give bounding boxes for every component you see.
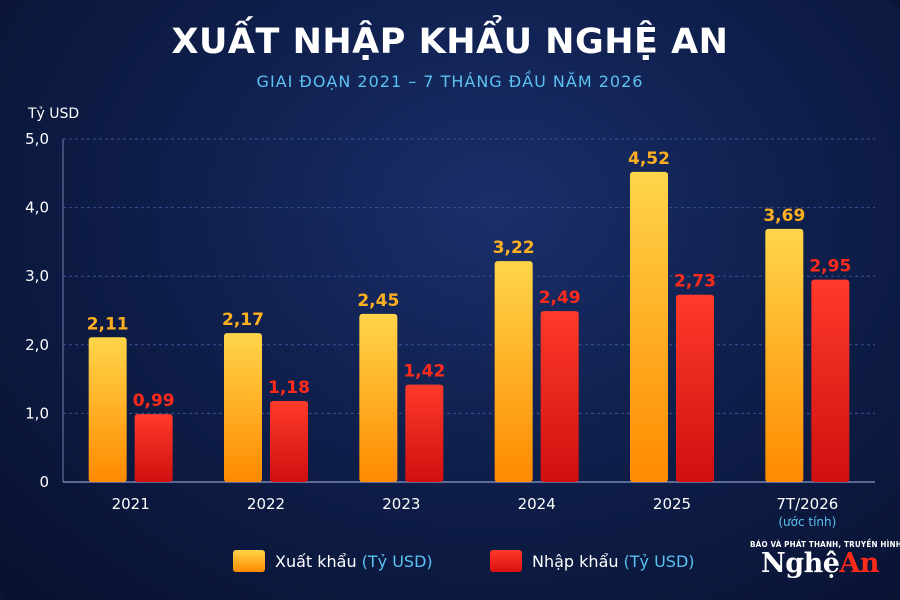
y-axis-label: Tỷ USD (27, 106, 79, 122)
legend-swatch-export (233, 550, 265, 572)
data-label-export: 3,69 (763, 206, 805, 226)
data-label-import: 0,99 (133, 391, 175, 411)
bar-export-2022 (224, 333, 262, 482)
data-label-import: 1,18 (268, 378, 310, 398)
data-label-import: 2,95 (809, 257, 851, 277)
legend-unit-export: (Tỷ USD) (361, 551, 433, 571)
x-tick-label: 7T/2026 (776, 495, 838, 513)
bar-export-2024 (494, 261, 533, 482)
x-tick-label: 2021 (112, 495, 150, 513)
legend-item-import: Nhập khẩu (Tỷ USD) (490, 548, 695, 574)
data-label-import: 1,42 (403, 362, 445, 382)
legend-unit-import: (Tỷ USD) (623, 551, 695, 571)
publisher-logo: BÁO VÀ PHÁT THANH, TRUYỀN HÌNH NghệAn (750, 540, 900, 579)
bar-export-2025 (630, 171, 668, 483)
bar-import-2023 (405, 384, 444, 482)
legend-label-export: Xuất khẩu (275, 551, 357, 571)
y-tick-label: 4,0 (25, 199, 49, 217)
x-tick-label: 2024 (518, 495, 556, 513)
x-tick-label: 2022 (247, 495, 285, 513)
bar-import-2024 (540, 311, 579, 482)
data-label-export: 2,11 (87, 314, 129, 334)
data-label-export: 2,17 (222, 310, 264, 330)
data-label-export: 2,45 (357, 291, 399, 311)
y-tick-label: 5,0 (25, 130, 49, 148)
bar-export-2023 (359, 313, 398, 482)
legend-label-import: Nhập khẩu (532, 551, 619, 571)
legend-swatch-import (490, 550, 522, 572)
y-tick-label: 3,0 (25, 267, 49, 285)
y-tick-label: 1,0 (25, 404, 49, 422)
logo-main-text: NghệAn (750, 549, 890, 579)
chart-title: XUẤT NHẬP KHẨU NGHỆ AN (171, 22, 729, 62)
chart-subtitle: GIAI ĐOẠN 2021 – 7 THÁNG ĐẦU NĂM 2026 (256, 72, 644, 91)
bar-import-2022 (270, 401, 308, 482)
x-tick-note: (ước tính) (778, 515, 836, 529)
logo-word-2: An (839, 548, 879, 579)
data-label-import: 2,49 (539, 288, 581, 308)
x-tick-label: 2023 (382, 495, 420, 513)
logo-word-1: Nghệ (761, 548, 840, 579)
bar-import-2025 (676, 294, 714, 482)
data-label-export: 3,22 (493, 238, 535, 258)
bar-export-7T-2026 (765, 228, 804, 482)
x-tick-label: 2025 (653, 495, 691, 513)
bar-export-2021 (88, 337, 127, 482)
data-label-import: 2,73 (674, 272, 716, 292)
y-tick-label: 2,0 (25, 336, 49, 354)
y-tick-label: 0 (39, 473, 49, 491)
legend-item-export: Xuất khẩu (Tỷ USD) (233, 548, 433, 574)
data-label-export: 4,52 (628, 149, 670, 169)
bar-import-7T-2026 (811, 279, 850, 482)
logo-top-text: BÁO VÀ PHÁT THANH, TRUYỀN HÌNH (750, 540, 900, 549)
bar-import-2021 (134, 414, 173, 482)
